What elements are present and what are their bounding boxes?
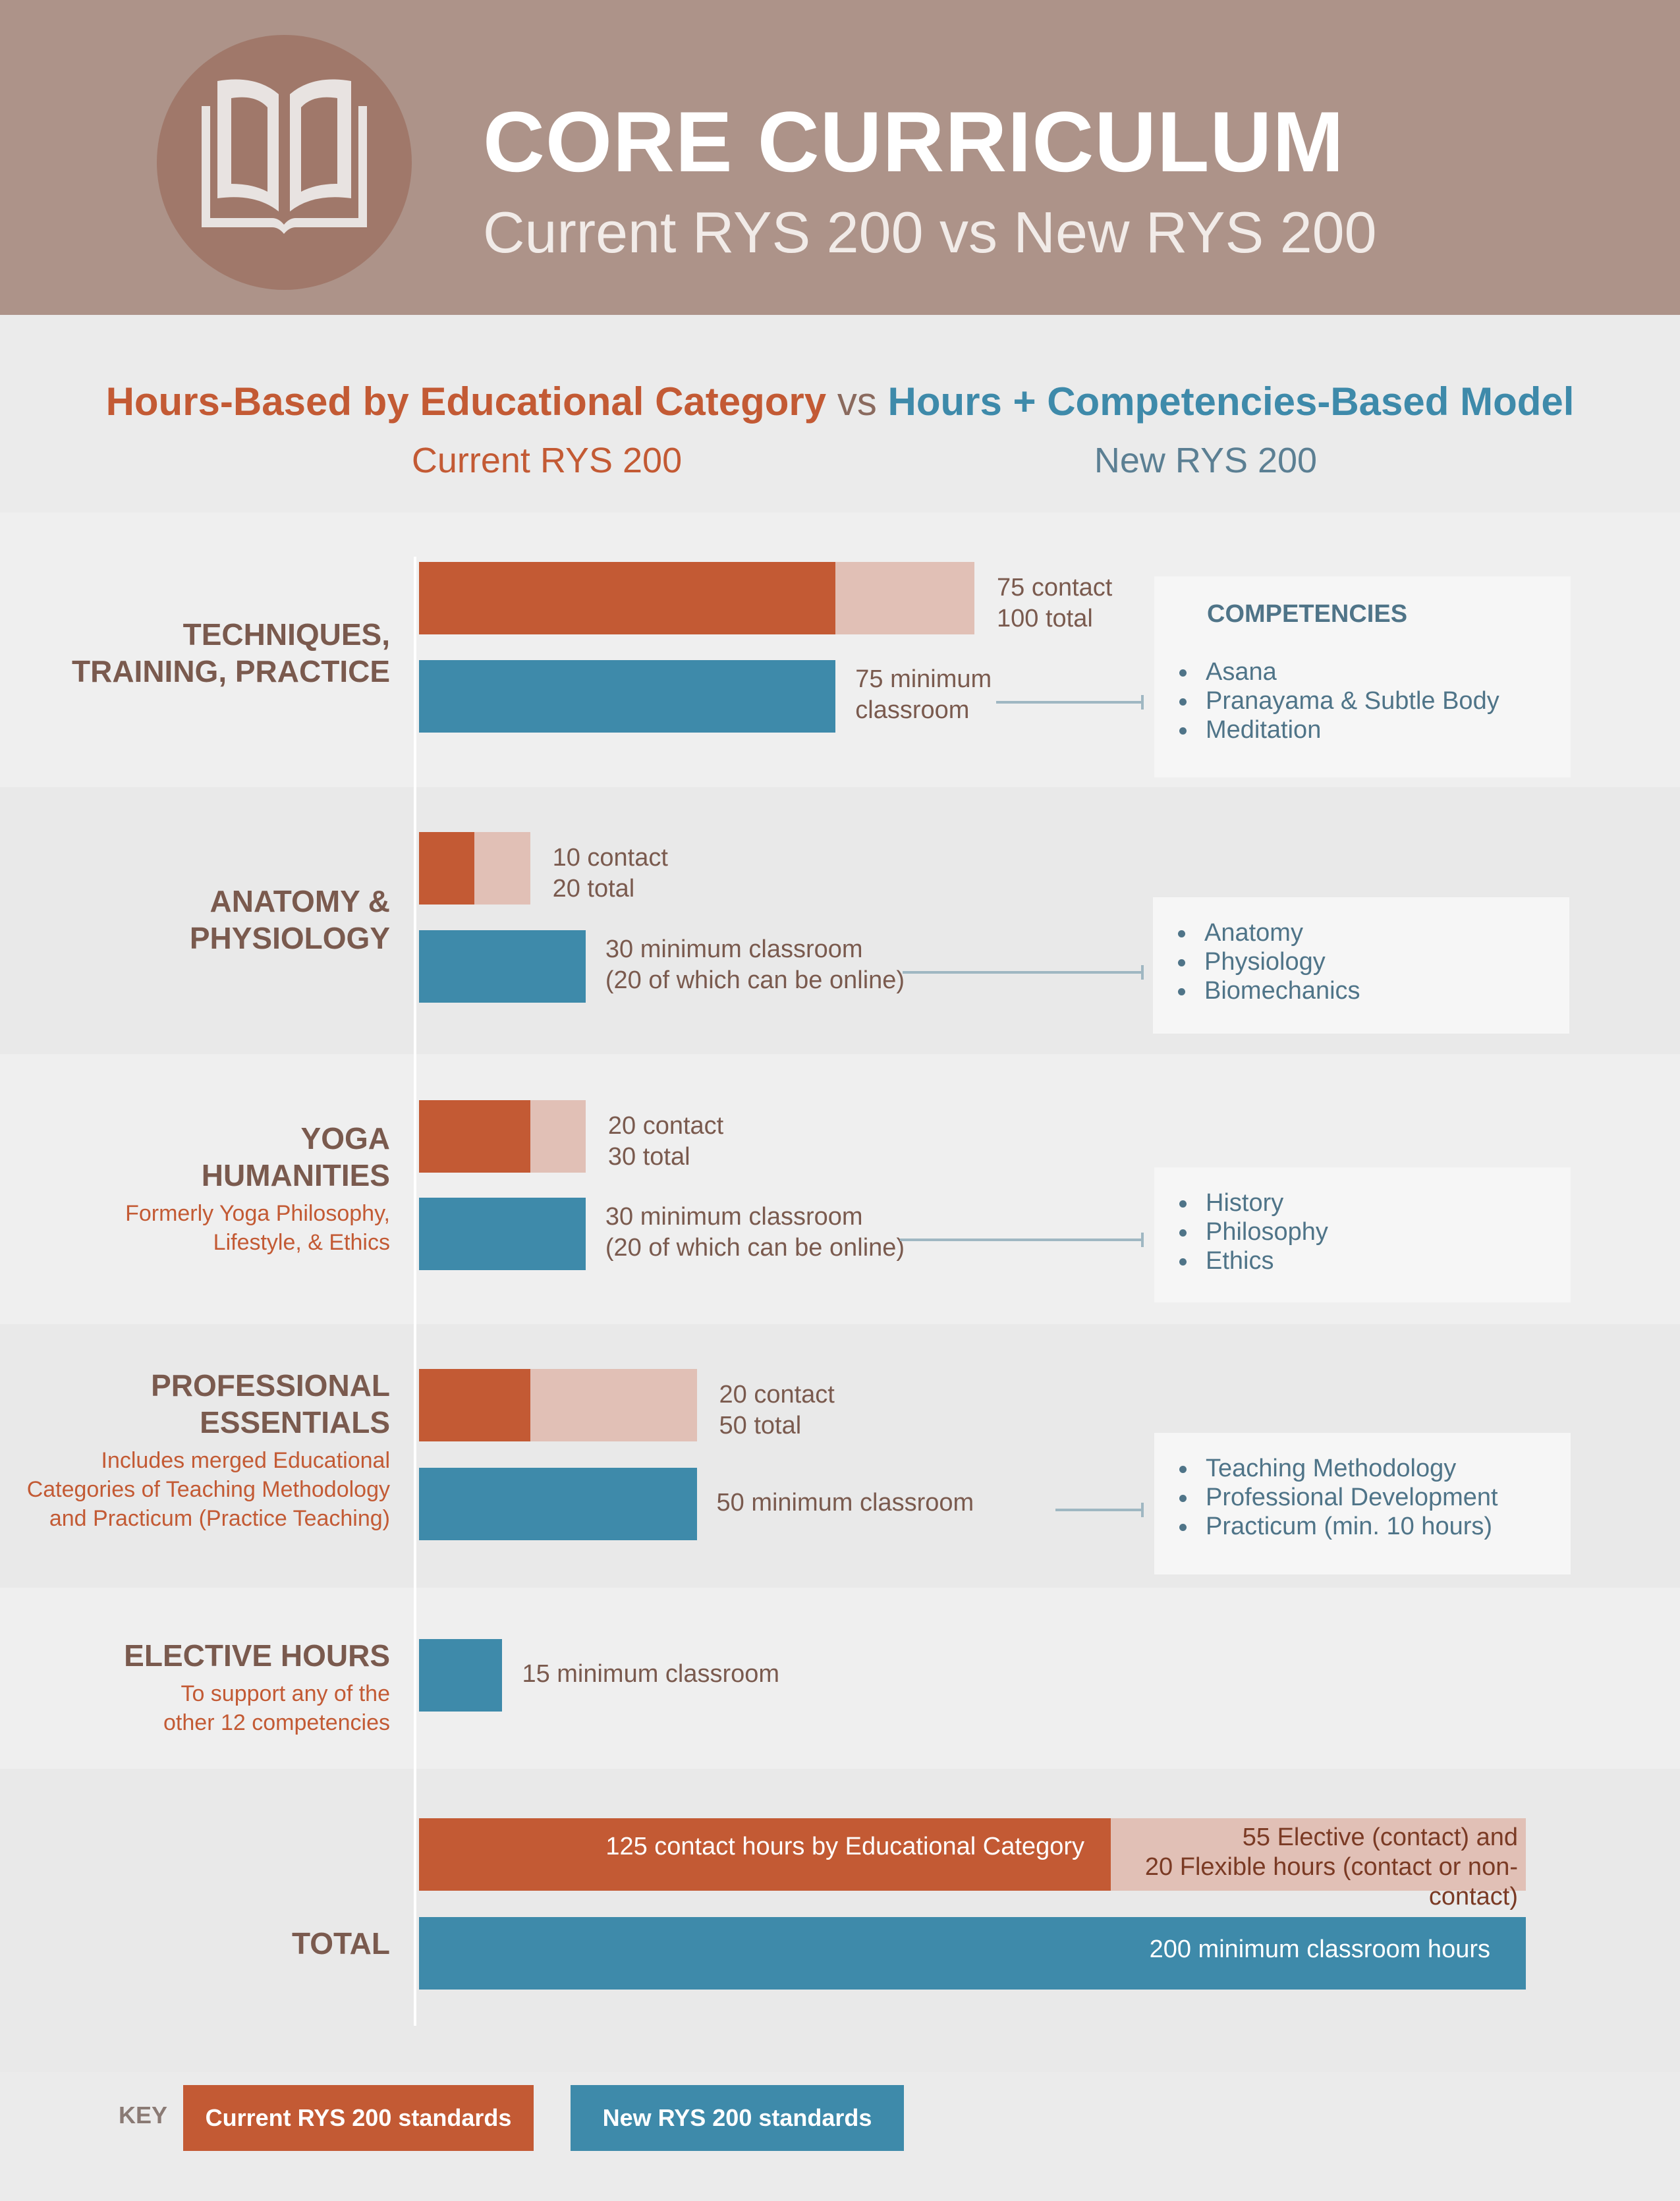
- competencies-list: Asana Pranayama & Subtle Body Meditation: [1174, 657, 1571, 744]
- competency-connector: [900, 1239, 1141, 1241]
- competency-item: Physiology: [1173, 947, 1569, 976]
- current-contact-bar: [419, 1100, 530, 1173]
- competency-item: Pranayama & Subtle Body: [1174, 686, 1571, 715]
- competency-connector: [996, 701, 1141, 704]
- connector-tick: [1141, 1233, 1144, 1247]
- total-category-name: TOTAL: [291, 1926, 390, 1961]
- category-band: [0, 1588, 1680, 1769]
- new-bar-label: 30 minimum classroom (20 of which can be…: [605, 1203, 905, 1262]
- total-current-contact-bar: [419, 1818, 1111, 1891]
- competency-item: Meditation: [1174, 715, 1571, 744]
- book-icon-circle: [157, 35, 412, 290]
- competency-connector: [1055, 1509, 1141, 1511]
- competency-item: Practicum (min. 10 hours): [1174, 1512, 1571, 1541]
- new-minimum-bar: [419, 930, 586, 1003]
- competencies-list: Anatomy Physiology Biomechanics: [1173, 918, 1569, 1005]
- competencies-list: Teaching Methodology Professional Develop…: [1174, 1454, 1571, 1541]
- competency-item: Teaching Methodology: [1174, 1454, 1571, 1483]
- competencies-box: Teaching Methodology Professional Develop…: [1154, 1433, 1571, 1574]
- new-rys-label: New RYS 200: [1094, 441, 1318, 480]
- current-bar-label: 75 contact 100 total: [997, 574, 1113, 632]
- connector-tick: [1141, 1503, 1144, 1517]
- category-name: YOGA HUMANITIES: [201, 1121, 390, 1192]
- page-title: CORE CURRICULUM: [483, 94, 1345, 190]
- new-minimum-bar: [419, 660, 836, 733]
- category-name: TECHNIQUES, TRAINING, PRACTICE: [72, 617, 390, 688]
- competencies-box: History Philosophy Ethics: [1154, 1167, 1571, 1302]
- total-new-bar: [419, 1917, 1526, 1990]
- current-bar-label: 20 contact 30 total: [607, 1112, 724, 1171]
- model-headline: Hours-Based by Educational Category vs H…: [0, 379, 1680, 424]
- current-contact-bar: [419, 832, 475, 905]
- competencies-box: COMPETENCIES Asana Pranayama & Subtle Body…: [1154, 576, 1571, 777]
- connector-tick: [1141, 695, 1144, 710]
- new-minimum-bar: [419, 1468, 697, 1540]
- current-contact-bar: [419, 1369, 530, 1441]
- competency-item: Ethics: [1174, 1246, 1571, 1275]
- competency-item: History: [1174, 1188, 1571, 1217]
- intro-band: [0, 315, 1680, 513]
- legend-current: Current RYS 200 standards: [183, 2085, 534, 2151]
- legend-key-label: KEY: [119, 2102, 168, 2129]
- current-contact-bar: [419, 562, 836, 634]
- competency-item: Professional Development: [1174, 1483, 1571, 1512]
- category-name: ANATOMY & PHYSIOLOGY: [189, 884, 390, 955]
- new-bar-label: 75 minimum classroom: [855, 665, 992, 724]
- total-contact-label: 125 contact hours by Educational Categor…: [605, 1833, 1084, 1860]
- category-note: To support any of the other 12 competenci…: [163, 1681, 390, 1735]
- vs-text: vs: [837, 379, 877, 424]
- total-new-label: 200 minimum classroom hours: [1149, 1936, 1490, 1963]
- current-bar-label: 20 contact 50 total: [719, 1381, 835, 1439]
- page-subtitle: Current RYS 200 vs New RYS 200: [483, 200, 1377, 265]
- competency-item: Asana: [1174, 657, 1571, 686]
- category-note: Includes merged Educational Categories of…: [26, 1448, 390, 1531]
- current-model-title: Hours-Based by Educational Category: [105, 379, 827, 424]
- chart-axis-line: [414, 557, 416, 2026]
- new-minimum-bar: [419, 1198, 586, 1270]
- new-bar-label: 30 minimum classroom (20 of which can be…: [605, 935, 905, 994]
- category-name: PROFESSIONAL ESSENTIALS: [151, 1368, 390, 1439]
- competencies-box: Anatomy Physiology Biomechanics: [1153, 897, 1569, 1034]
- new-minimum-bar: [419, 1639, 503, 1712]
- competencies-list: History Philosophy Ethics: [1174, 1188, 1571, 1275]
- competencies-title: COMPETENCIES: [1207, 600, 1408, 628]
- competency-item: Philosophy: [1174, 1217, 1571, 1246]
- competency-connector: [903, 971, 1141, 974]
- new-bar-label: 50 minimum classroom: [716, 1489, 974, 1517]
- category-note: Formerly Yoga Philosophy, Lifestyle, & Et…: [125, 1201, 390, 1255]
- current-rys-label: Current RYS 200: [411, 441, 683, 480]
- current-bar-label: 10 contact 20 total: [552, 844, 668, 903]
- open-book-icon: [202, 79, 367, 234]
- category-name: ELECTIVE HOURS: [124, 1638, 390, 1673]
- new-bar-label: 15 minimum classroom: [522, 1660, 780, 1688]
- new-model-title: Hours + Competencies-Based Model: [887, 379, 1575, 424]
- legend-new: New RYS 200 standards: [571, 2085, 904, 2151]
- total-current-other-bar: [1111, 1818, 1526, 1891]
- competency-item: Biomechanics: [1173, 976, 1569, 1005]
- connector-tick: [1141, 965, 1144, 980]
- total-other-label: 55 Elective (contact) and 20 Flexible ho…: [1144, 1824, 1518, 1910]
- competency-item: Anatomy: [1173, 918, 1569, 947]
